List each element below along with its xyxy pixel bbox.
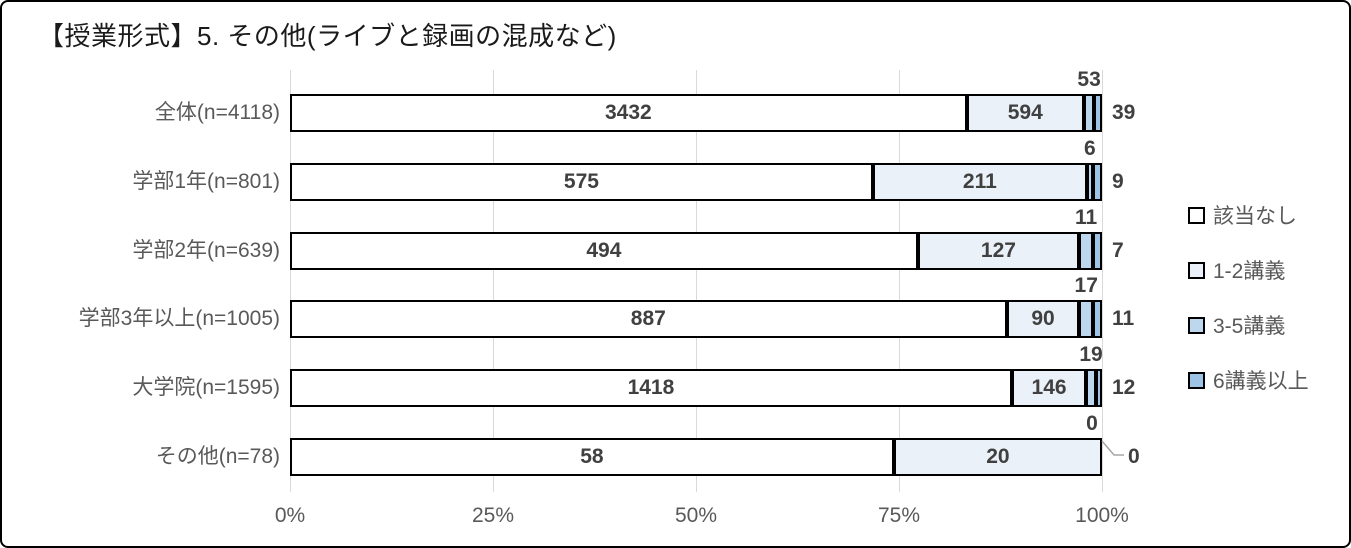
bar-segment-none: [290, 300, 1007, 339]
x-axis-tick-label: 50%: [674, 504, 718, 527]
legend-item-lectures-1-2: 1-2講義: [1188, 259, 1285, 283]
segment-value-label: 3432: [605, 101, 652, 124]
legend-swatch-icon: [1188, 206, 1205, 224]
bar-segment-lectures-1-2: [1011, 369, 1087, 408]
gridline: [1102, 70, 1103, 492]
segment-value-label: 58: [580, 445, 604, 468]
bar-segment-lectures-3-5: [1079, 231, 1094, 270]
category-label: 学部2年(n=639): [132, 238, 280, 262]
segment-value-label: 127: [980, 238, 1016, 262]
bar-row: 1418 146 19 12: [290, 343, 1135, 408]
bar-segment-lectures-6-plus: [1093, 231, 1102, 270]
x-axis-tick-label: 25%: [471, 504, 515, 527]
segment-value-label: 887: [630, 307, 666, 331]
bar-segment-lectures-3-5: [1086, 369, 1096, 408]
bar-segment-lectures-3-5: [1086, 162, 1093, 201]
segment-value-label: 211: [962, 169, 997, 193]
bar-segment-none: [290, 231, 918, 270]
bar-row: 887 90 17 11: [290, 274, 1134, 339]
legend-item-label: 1-2講義: [1213, 260, 1286, 283]
x-axis-tick-label: 75%: [877, 504, 921, 527]
segment-value-label-right: 9: [1112, 169, 1124, 193]
bar-segment-none: [290, 162, 873, 201]
legend-item-none: 該当なし: [1188, 204, 1297, 228]
segment-value-label-above: 53: [1077, 68, 1101, 91]
bar-segment-lectures-6-plus: [1095, 369, 1102, 408]
bar-row: 575 211 6 9: [290, 137, 1124, 201]
bar-segment-lectures-1-2: [1006, 300, 1080, 339]
segment-value-label-right: 39: [1112, 101, 1136, 124]
stacked-bar: [290, 369, 1102, 408]
bar-segment-none: [290, 94, 967, 132]
bar-segment-none: [290, 438, 894, 476]
chart-title: 【授業形式】5. その他(ライブと録画の混成など): [38, 21, 617, 51]
segment-value-label-above: 11: [1075, 205, 1098, 229]
gridline: [290, 70, 291, 492]
bar-segment-lectures-1-2: [872, 162, 1087, 201]
legend-swatch-icon: [1188, 261, 1205, 279]
label-leader-line: [1101, 440, 1125, 458]
category-label: 大学院(n=1595): [132, 376, 280, 400]
legend-item-lectures-3-5: 3-5講義: [1188, 314, 1285, 338]
segment-value-label-above: 19: [1079, 343, 1103, 367]
bar-segment-lectures-6-plus: [1093, 300, 1102, 339]
legend-item-lectures-6-plus: 6講義以上: [1188, 369, 1309, 393]
bar-segment-none: [290, 369, 1012, 408]
stacked-bar: [290, 438, 1102, 476]
x-axis-tick-label: 100%: [1075, 504, 1129, 527]
gridline: [493, 70, 494, 492]
bar-segment-lectures-3-5: [1083, 94, 1095, 132]
stacked-bar: [290, 162, 1102, 201]
legend-item-label: 6講義以上: [1213, 370, 1309, 393]
x-axis-tick-label: 0%: [274, 504, 306, 527]
category-label: その他(n=78): [155, 445, 280, 468]
segment-value-label-above: 6: [1083, 136, 1096, 160]
gridline: [899, 70, 900, 492]
segment-value-label-above: 17: [1074, 274, 1098, 298]
segment-value-label: 575: [563, 169, 599, 193]
segment-value-label-right: 11: [1112, 307, 1135, 331]
segment-value-label: 1418: [627, 376, 675, 400]
segment-value-label: 20: [986, 445, 1010, 468]
bar-segment-lectures-6-plus: [1092, 162, 1102, 201]
category-label: 全体(n=4118): [154, 101, 280, 124]
bar-segment-lectures-1-2: [893, 438, 1102, 476]
segment-value-label-right: 12: [1112, 376, 1136, 400]
legend-item-label: 3-5講義: [1213, 315, 1286, 338]
legend-item-label: 該当なし: [1213, 205, 1297, 228]
bar-segment-lectures-1-2: [966, 94, 1084, 132]
bar-segment-lectures-3-5: [1079, 300, 1094, 339]
bar-segment-lectures-1-2: [917, 231, 1080, 270]
bar-segment-lectures-6-plus: [1094, 94, 1102, 132]
segment-value-label-above: 0: [1086, 412, 1098, 435]
legend-swatch-icon: [1188, 371, 1205, 389]
bar-row: 58 20 0 0: [290, 412, 1140, 476]
category-label: 学部1年(n=801): [132, 169, 280, 193]
stacked-bar: [290, 94, 1102, 132]
bar-row: 3432 594 53 39: [290, 68, 1135, 132]
segment-value-label: 90: [1031, 307, 1055, 331]
segment-value-label-right: 7: [1112, 238, 1124, 262]
bar-row: 494 127 11 7: [290, 206, 1124, 270]
segment-value-label-right: 0: [1128, 445, 1140, 468]
segment-value-label: 494: [586, 238, 622, 262]
stacked-bar: [290, 231, 1102, 270]
legend-swatch-icon: [1188, 316, 1205, 334]
category-label: 学部3年以上(n=1005): [78, 307, 280, 331]
segment-value-label: 146: [1031, 376, 1067, 400]
gridline: [696, 70, 697, 492]
stacked-bar: [290, 300, 1102, 339]
segment-value-label: 594: [1007, 101, 1043, 124]
